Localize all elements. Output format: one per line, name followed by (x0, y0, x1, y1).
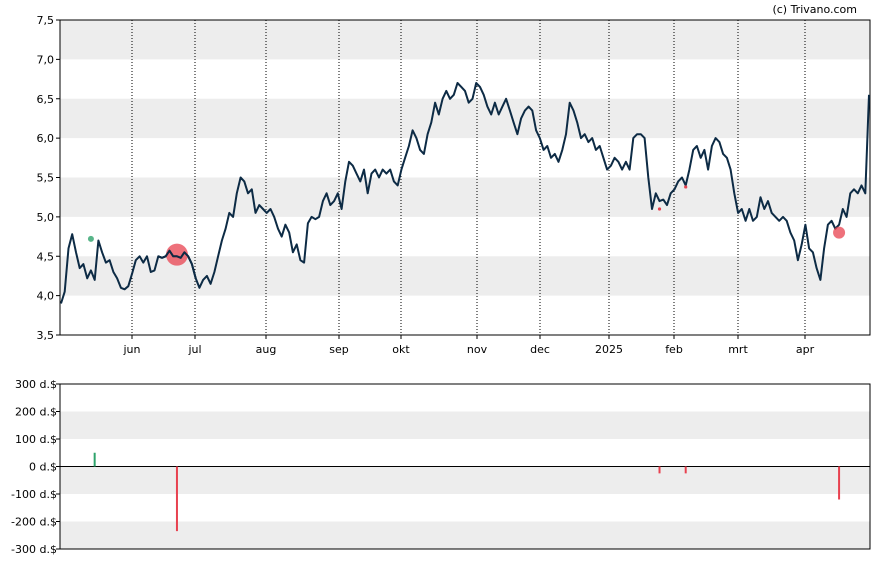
y-tick-label: 6,5 (37, 93, 55, 106)
y-tick-label: 5,0 (37, 211, 55, 224)
plot-frame (59, 19, 871, 336)
x-tick-label: dec (530, 343, 550, 356)
flow-chart-panel: 300 d.$ 200 d.$ 100 d.$ 0 d.$ -100 d.$ -200 d… (11, 378, 871, 556)
grid-band (60, 98, 870, 139)
price-series-line-overlay (157, 249, 197, 279)
x-tick-label: apr (796, 343, 815, 356)
sell-marker-large (165, 243, 188, 266)
y-tick-label: 100 d.$ (15, 433, 57, 446)
sell-marker-small (684, 185, 688, 189)
y-tick-label: 5,5 (37, 172, 55, 185)
sell-marker-small (657, 207, 662, 211)
y-tick-label: 3,5 (37, 329, 55, 342)
x-tick-label: jul (187, 343, 201, 356)
y-tick-label: 4,5 (37, 250, 55, 263)
y-tick-label: -100 d.$ (11, 488, 57, 501)
grid-band (60, 521, 870, 549)
y-tick-label: 4,0 (37, 290, 55, 303)
y-tick-label: 7,5 (37, 14, 55, 27)
y-tick-label: 200 d.$ (15, 406, 57, 419)
x-tick-label: sep (329, 343, 348, 356)
grid-band (60, 20, 870, 60)
grid-band (60, 411, 870, 439)
price-chart-panel: jun jul aug sep okt nov dec 2025 feb mrt apr 3,5 4,0… (37, 14, 871, 356)
x-tick-label: nov (467, 343, 488, 356)
y-tick-label: 300 d.$ (15, 378, 57, 391)
x-tick-label: jun (123, 343, 141, 356)
x-tick-label: aug (256, 343, 277, 356)
credit-text: (c) Trivano.com (772, 3, 857, 16)
x-tick-label: feb (665, 343, 683, 356)
y-tick-label: 6,0 (37, 132, 55, 145)
y-tick-label: 0 d.$ (29, 461, 57, 474)
x-tick-label: mrt (728, 343, 748, 356)
y-tick-label: -300 d.$ (11, 543, 57, 556)
y-tick-label: -200 d.$ (11, 516, 57, 529)
x-tick-label: okt (392, 343, 410, 356)
buy-marker (87, 235, 94, 242)
y-tick-label: 7,0 (37, 53, 55, 66)
plot-frame (59, 383, 871, 550)
sell-marker (833, 226, 846, 239)
grid-band (60, 466, 870, 494)
x-tick-label: 2025 (595, 343, 623, 356)
